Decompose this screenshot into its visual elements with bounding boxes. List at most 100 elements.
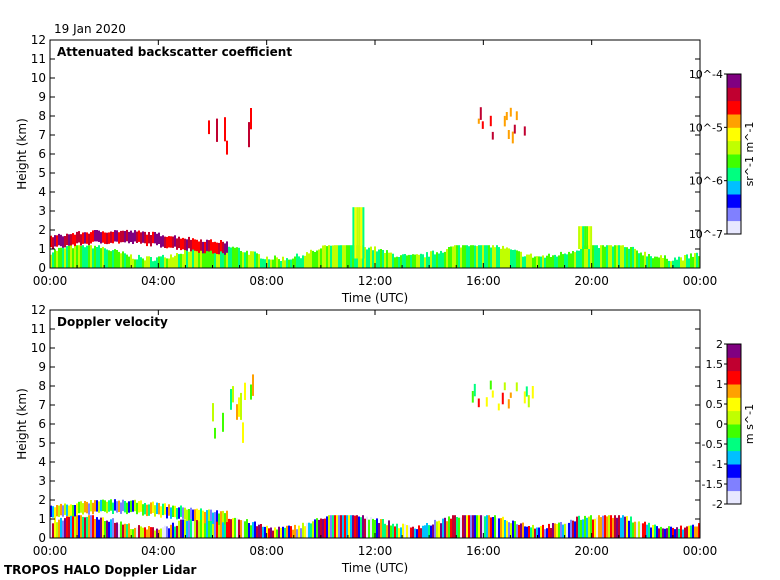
backscatter-cell xyxy=(344,245,346,268)
backscatter-cell xyxy=(694,253,696,268)
backscatter-cell xyxy=(94,230,96,242)
backscatter-cell xyxy=(624,247,626,268)
backscatter-cell xyxy=(466,245,468,268)
backscatter-cell xyxy=(364,247,366,268)
velocity-cell xyxy=(268,528,270,538)
velocity-cell xyxy=(330,515,332,538)
velocity-cell xyxy=(204,511,206,524)
backscatter-cell xyxy=(140,232,142,244)
velocity-cell xyxy=(216,510,218,522)
backscatter-cell xyxy=(256,253,258,268)
velocity-colorbar-segment xyxy=(727,384,741,398)
backscatter-cell xyxy=(120,230,122,243)
velocity-cell xyxy=(194,509,196,521)
velocity-cell xyxy=(214,427,216,439)
backscatter-cell xyxy=(515,111,518,121)
velocity-cell xyxy=(620,517,622,538)
backscatter-cell xyxy=(452,246,454,268)
backscatter-cell xyxy=(340,245,342,268)
velocity-cell xyxy=(328,515,330,538)
backscatter-cell xyxy=(684,255,686,268)
velocity-ytick-label: 7 xyxy=(38,398,46,412)
velocity-cell xyxy=(410,527,412,538)
velocity-cell xyxy=(368,519,370,538)
velocity-cell xyxy=(238,519,240,538)
velocity-colorbar-segment xyxy=(727,397,741,412)
velocity-cell xyxy=(322,518,324,538)
backscatter-ytick-label: 10 xyxy=(31,71,46,85)
backscatter-cell xyxy=(194,245,196,268)
backscatter-cell xyxy=(334,245,336,268)
velocity-colorbar-tick-label: -2 xyxy=(712,498,723,511)
velocity-ytick-label: 9 xyxy=(38,360,46,374)
backscatter-cell xyxy=(477,118,480,124)
velocity-cell xyxy=(638,521,640,538)
backscatter-colorbar-segment xyxy=(727,100,741,115)
velocity-cell xyxy=(56,505,58,517)
backscatter-ytick-label: 4 xyxy=(38,185,46,199)
velocity-cell xyxy=(644,521,646,538)
backscatter-cell xyxy=(630,247,632,268)
backscatter-cell xyxy=(481,121,484,129)
backscatter-cell xyxy=(436,252,438,268)
backscatter-cell xyxy=(504,248,506,268)
velocity-cell xyxy=(204,516,206,538)
velocity-xtick-label: 16:00 xyxy=(466,544,501,558)
velocity-cell xyxy=(172,522,174,538)
velocity-cell xyxy=(680,525,682,538)
backscatter-cell xyxy=(210,245,212,268)
velocity-cell xyxy=(489,380,492,390)
backscatter-cell xyxy=(584,245,586,268)
backscatter-feature-3 xyxy=(477,107,526,144)
backscatter-cell xyxy=(262,258,264,268)
velocity-cell xyxy=(178,507,180,519)
backscatter-cell xyxy=(508,248,510,268)
backscatter-cell xyxy=(511,131,514,144)
backscatter-cell xyxy=(270,259,272,268)
backscatter-cell xyxy=(80,234,82,246)
backscatter-ytick-label: 3 xyxy=(38,204,46,218)
velocity-cell xyxy=(696,526,698,538)
backscatter-cell xyxy=(628,248,630,268)
velocity-y-axis-label: Height (km) xyxy=(15,388,29,459)
backscatter-ytick-label: 1 xyxy=(38,242,46,256)
velocity-cell xyxy=(232,518,234,538)
velocity-cell xyxy=(194,519,196,538)
velocity-cell xyxy=(230,389,232,410)
velocity-cell xyxy=(624,516,626,538)
velocity-cell xyxy=(536,527,538,538)
velocity-cell xyxy=(676,527,678,538)
backscatter-cell xyxy=(220,245,222,268)
backscatter-cell xyxy=(342,245,344,268)
backscatter-cell xyxy=(588,245,590,268)
backscatter-cell xyxy=(524,256,526,268)
velocity-cell xyxy=(588,516,590,538)
backscatter-cell xyxy=(142,231,144,243)
velocity-cell xyxy=(478,515,480,538)
velocity-cell xyxy=(566,523,568,538)
velocity-cell xyxy=(70,515,72,538)
backscatter-cell xyxy=(590,226,593,249)
velocity-cell xyxy=(96,517,98,538)
velocity-cell xyxy=(326,516,328,538)
velocity-cell xyxy=(558,522,560,538)
backscatter-cell xyxy=(162,254,164,268)
velocity-cell xyxy=(440,523,442,538)
backscatter-cell xyxy=(666,258,668,268)
backscatter-cell xyxy=(552,255,554,268)
velocity-cell xyxy=(338,515,340,538)
velocity-colorbar: 2 1.5 1 0.5 0 -0.5 -1 -1.5 -2 m s^-1 xyxy=(702,338,756,511)
backscatter-cell xyxy=(486,245,488,268)
velocity-cell xyxy=(524,526,526,538)
backscatter-cell xyxy=(664,255,666,268)
backscatter-cell xyxy=(564,253,566,268)
velocity-cell xyxy=(304,526,306,538)
backscatter-cell xyxy=(496,245,498,268)
velocity-cell xyxy=(346,515,348,538)
backscatter-cell xyxy=(514,249,516,268)
velocity-cell xyxy=(670,526,672,538)
backscatter-cell xyxy=(156,257,158,268)
velocity-cell xyxy=(648,522,650,538)
velocity-cell xyxy=(544,529,546,538)
backscatter-cell xyxy=(386,250,388,268)
